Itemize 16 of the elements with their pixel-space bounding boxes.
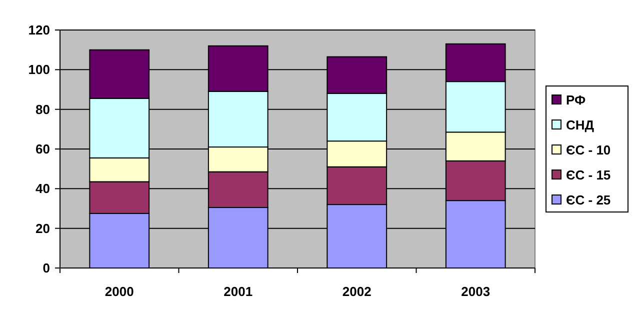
y-tick-label: 0: [42, 260, 50, 276]
y-tick-label: 120: [28, 22, 50, 38]
x-tick-label: 2000: [104, 284, 134, 299]
legend-label: ЄС - 25: [566, 192, 611, 208]
y-tick-label: 20: [36, 220, 50, 236]
legend-label: ЄС - 15: [566, 168, 611, 183]
x-tick-label: 2003: [461, 284, 490, 299]
x-tick-label: 2002: [342, 284, 372, 299]
y-tick-label: 60: [36, 142, 50, 157]
legend-label: РФ: [566, 92, 586, 108]
y-tick-label: 40: [36, 181, 50, 196]
legend-label: СНД: [566, 118, 595, 133]
legend-label: ЄС - 10: [566, 142, 611, 158]
x-tick-label: 2001: [224, 284, 253, 299]
y-tick-label: 100: [28, 62, 50, 78]
y-tick-label: 80: [36, 102, 50, 117]
